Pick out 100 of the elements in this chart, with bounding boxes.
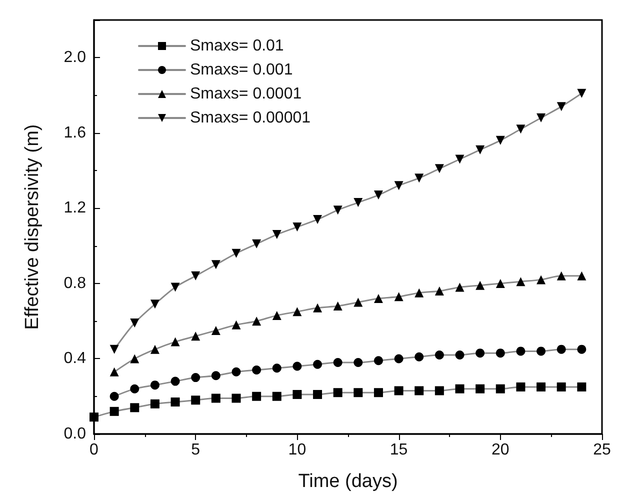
legend-label: Smaxs= 0.0001: [190, 86, 302, 102]
point: [211, 260, 220, 270]
point: [292, 362, 302, 371]
point: [211, 394, 220, 403]
x-tick-label: 0: [90, 442, 99, 458]
point: [455, 350, 464, 360]
point: [434, 286, 444, 296]
point: [150, 380, 160, 390]
point: [556, 271, 566, 280]
point: [313, 390, 322, 399]
point: [536, 382, 546, 392]
point: [191, 396, 200, 405]
point: [170, 282, 180, 292]
point: [476, 348, 485, 358]
point: [455, 282, 464, 292]
point: [130, 384, 140, 394]
point: [191, 373, 200, 382]
point: [232, 394, 241, 403]
point: [394, 292, 404, 302]
point: [496, 384, 505, 394]
point: [394, 354, 404, 364]
point: [130, 318, 140, 328]
point: [496, 278, 505, 288]
point: [374, 356, 383, 366]
point: [313, 303, 322, 312]
point: [354, 298, 363, 307]
point: [516, 277, 526, 286]
point: [394, 386, 404, 396]
y-tick-label: 2.0: [64, 49, 86, 66]
point: [374, 388, 383, 398]
point: [516, 382, 526, 392]
point: [170, 376, 180, 386]
legend-label: Smaxs= 0.00001: [190, 110, 311, 126]
point: [577, 271, 586, 280]
point: [374, 294, 383, 304]
point: [536, 275, 546, 284]
point: [414, 288, 424, 298]
y-tick-label: 1.2: [64, 200, 86, 217]
x-tick-label: 20: [492, 442, 510, 458]
point: [272, 310, 282, 320]
y-tick-label: 0.8: [64, 274, 86, 292]
point: [354, 358, 363, 367]
point: [556, 102, 566, 112]
point: [130, 403, 140, 412]
point: [577, 88, 586, 98]
point: [232, 248, 241, 258]
x-tick-label: 25: [593, 442, 611, 458]
point: [150, 344, 160, 354]
point: [476, 384, 485, 394]
point: [556, 344, 566, 354]
point: [394, 181, 404, 190]
y-tick-label: 0.4: [64, 350, 86, 368]
point: [414, 386, 424, 396]
point: [211, 371, 220, 380]
point: [476, 145, 485, 154]
legend-label: Smaxs= 0.001: [190, 62, 293, 78]
point: [292, 307, 302, 316]
point: [333, 358, 342, 367]
point: [556, 382, 566, 392]
point: [232, 320, 241, 330]
point: [110, 367, 119, 376]
point: [191, 271, 200, 280]
point: [150, 399, 160, 408]
point: [110, 344, 119, 354]
point: [252, 316, 262, 326]
point: [272, 364, 282, 373]
point: [333, 388, 342, 398]
point: [252, 392, 262, 401]
y-axis-title: Effective dispersivity (m): [22, 124, 43, 330]
point: [292, 390, 302, 399]
point: [170, 398, 180, 407]
y-tick-label: 0.0: [64, 426, 86, 442]
point: [211, 326, 220, 335]
point: [577, 382, 586, 392]
point: [434, 386, 444, 396]
point: [414, 174, 424, 183]
point: [434, 164, 444, 174]
point: [170, 337, 180, 346]
x-tick-label: 15: [390, 442, 408, 458]
point: [252, 366, 262, 375]
point: [536, 113, 546, 122]
point: [191, 332, 200, 341]
point: [313, 360, 322, 369]
point: [536, 346, 546, 356]
point: [272, 230, 282, 240]
point: [374, 190, 383, 200]
point: [130, 354, 140, 364]
point: [516, 124, 526, 134]
point: [496, 136, 505, 145]
x-axis-title: Time (days): [298, 471, 398, 492]
point: [90, 412, 98, 422]
x-tick-label: 5: [191, 442, 200, 458]
point: [272, 392, 282, 401]
point: [354, 198, 363, 208]
point: [232, 367, 241, 376]
point: [516, 346, 526, 356]
point: [414, 352, 424, 362]
point: [333, 206, 342, 215]
point: [455, 384, 464, 394]
point: [455, 154, 464, 164]
